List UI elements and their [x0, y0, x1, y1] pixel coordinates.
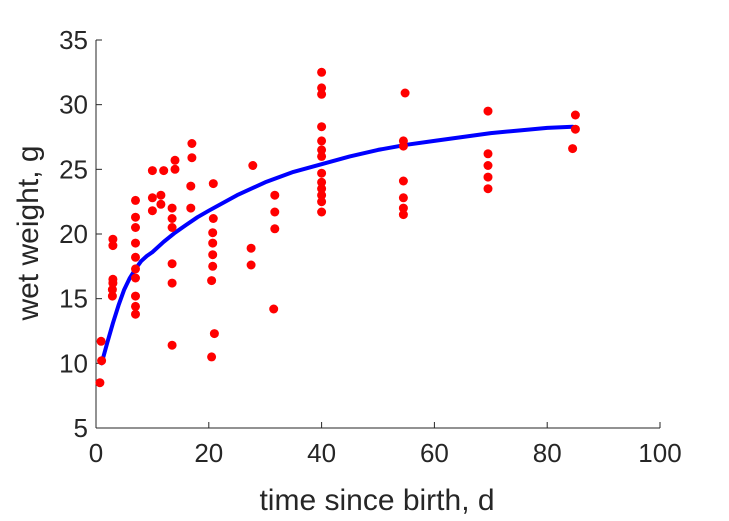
data-point [131, 195, 140, 205]
data-point [270, 224, 280, 234]
y-tick-label: 25 [59, 154, 88, 184]
data-point [317, 184, 327, 194]
data-point [186, 203, 196, 213]
data-point [207, 352, 217, 362]
data-point [317, 190, 327, 200]
data-point [317, 168, 327, 178]
data-point [167, 214, 177, 223]
data-point [108, 274, 118, 284]
data-point [209, 329, 219, 339]
x-tick-label: 80 [533, 438, 562, 468]
data-point [398, 136, 408, 146]
data-point [317, 83, 327, 93]
data-point [107, 285, 117, 295]
axes: 0 20 40 60 80 100 5 10 15 20 25 30 35 [59, 25, 682, 468]
data-point [483, 149, 493, 159]
data-point [186, 181, 196, 191]
data-point [131, 238, 140, 248]
data-point [317, 67, 327, 77]
data-point [269, 304, 279, 314]
data-point [131, 264, 140, 274]
data-point [97, 356, 107, 366]
data-point [483, 184, 493, 194]
data-point [208, 250, 218, 260]
data-point [167, 203, 177, 213]
data-point [317, 197, 327, 207]
data-point [156, 190, 166, 200]
data-point [96, 336, 106, 346]
data-point [317, 177, 327, 187]
data-point [207, 276, 217, 286]
data-point [170, 164, 180, 174]
data-point [147, 193, 157, 203]
data-point [483, 172, 493, 182]
data-point [246, 260, 256, 270]
data-point [108, 241, 118, 251]
data-point [131, 273, 140, 283]
data-point [208, 261, 218, 271]
data-point [400, 88, 410, 98]
data-point [187, 139, 197, 148]
data-point [167, 340, 177, 350]
data-point [159, 166, 169, 176]
data-point [570, 110, 580, 120]
data-point [208, 179, 218, 189]
y-tick-label: 35 [59, 25, 88, 55]
y-tick-label: 20 [59, 219, 88, 249]
data-point [246, 243, 256, 253]
data-point [156, 199, 166, 209]
x-tick-label: 100 [638, 438, 681, 468]
data-point [570, 124, 580, 134]
data-point [398, 203, 408, 213]
data-point [131, 309, 140, 319]
x-tick-label: 0 [89, 438, 103, 468]
y-axis-label: wet weight, g [12, 145, 45, 321]
x-tick-label: 20 [194, 438, 223, 468]
data-point [248, 161, 258, 170]
data-point [208, 228, 218, 238]
x-axis-label: time since birth, d [259, 484, 494, 517]
data-point [147, 166, 157, 176]
data-point [95, 378, 105, 388]
data-point [187, 153, 197, 163]
data-point [108, 234, 118, 244]
y-tick-label: 30 [59, 90, 88, 120]
data-point [167, 278, 177, 288]
data-point [317, 136, 327, 146]
data-point [483, 106, 493, 116]
plot-area [95, 67, 580, 388]
x-tick-label: 40 [307, 438, 336, 468]
data-point [147, 206, 157, 216]
data-point [208, 214, 218, 223]
data-point [317, 151, 327, 161]
data-point [131, 252, 140, 262]
data-point [483, 161, 493, 170]
data-point [317, 122, 327, 132]
data-point [317, 89, 327, 99]
fit-curve [99, 124, 575, 366]
data-point [167, 259, 177, 269]
data-point [398, 193, 408, 203]
data-point [317, 207, 327, 217]
data-point [107, 291, 117, 301]
data-point [270, 207, 280, 217]
data-point [131, 301, 140, 311]
data-point [317, 145, 327, 155]
y-tick-label: 15 [59, 284, 88, 314]
data-point [568, 144, 578, 154]
y-tick-label: 5 [74, 413, 88, 443]
x-tick-label: 60 [420, 438, 449, 468]
data-point [131, 291, 140, 301]
data-point [398, 176, 408, 186]
data-point [170, 155, 180, 165]
y-tick-label: 10 [59, 348, 88, 378]
data-point [398, 210, 408, 220]
data-point [167, 223, 177, 232]
data-point [131, 212, 140, 222]
data-point [131, 223, 140, 232]
data-point [270, 190, 280, 200]
data-point [208, 238, 218, 248]
